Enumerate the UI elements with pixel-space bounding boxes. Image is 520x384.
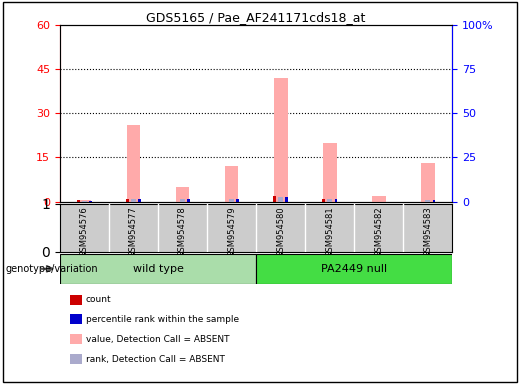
Text: GSM954578: GSM954578 (178, 206, 187, 257)
Text: GSM954577: GSM954577 (129, 206, 138, 257)
Bar (187, 199, 190, 202)
Bar (425, 200, 431, 202)
Text: PA2449 null: PA2449 null (321, 264, 387, 274)
Bar (237, 199, 239, 202)
Bar (60, 254, 256, 283)
Bar (285, 197, 288, 202)
Text: rank, Detection Call = ABSENT: rank, Detection Call = ABSENT (86, 355, 225, 364)
Text: GSM954582: GSM954582 (374, 206, 383, 257)
Text: GSM954583: GSM954583 (423, 206, 432, 257)
Text: value, Detection Call = ABSENT: value, Detection Call = ABSENT (86, 335, 229, 344)
Bar (323, 143, 336, 202)
Text: GSM954576: GSM954576 (80, 206, 89, 257)
Bar (126, 125, 140, 202)
Bar (274, 78, 288, 202)
Bar (256, 254, 452, 283)
Bar (334, 199, 337, 202)
Bar (433, 200, 435, 202)
Bar (180, 199, 185, 202)
Bar (138, 199, 141, 202)
Bar (176, 187, 189, 202)
Bar (77, 200, 91, 202)
Bar (278, 197, 283, 202)
Text: GSM954579: GSM954579 (227, 206, 236, 257)
Text: genotype/variation: genotype/variation (5, 264, 98, 274)
Bar (273, 196, 276, 202)
Bar (82, 201, 87, 202)
Bar (327, 199, 332, 202)
Text: GSM954580: GSM954580 (276, 206, 285, 257)
Bar (322, 199, 325, 202)
Text: wild type: wild type (133, 264, 184, 274)
Bar (372, 196, 386, 202)
Text: GSM954581: GSM954581 (325, 206, 334, 257)
Bar (225, 166, 239, 202)
Title: GDS5165 / Pae_AF241171cds18_at: GDS5165 / Pae_AF241171cds18_at (147, 11, 366, 24)
Bar (89, 201, 92, 202)
Text: percentile rank within the sample: percentile rank within the sample (86, 315, 239, 324)
Bar (126, 199, 128, 202)
Bar (77, 200, 80, 202)
Bar (421, 163, 435, 202)
Bar (131, 199, 136, 202)
Text: count: count (86, 295, 111, 304)
Bar (229, 199, 234, 202)
